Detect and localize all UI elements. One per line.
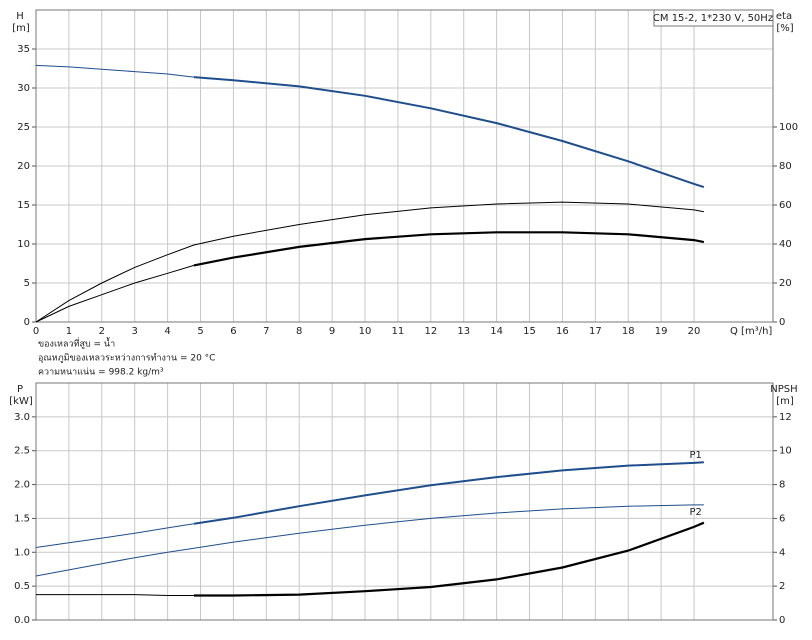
curve: [193, 231, 705, 267]
y2-tick-label: 60: [779, 200, 792, 211]
y-tick-label: 2.0: [14, 480, 30, 491]
y2-tick-label: 12: [779, 412, 792, 423]
y2-tick-label: 4: [779, 547, 785, 558]
y-unit: [kW]: [9, 396, 33, 407]
note: อุณหภูมิของเหลวระหว่างการทำงาน = 20 °C: [38, 353, 215, 364]
y-tick-label: 15: [17, 200, 30, 211]
y-label: P: [17, 384, 23, 395]
y-tick-label: 0.0: [14, 615, 30, 626]
y-tick-label: 20: [17, 161, 30, 172]
title-box: [653, 9, 774, 27]
note: ของเหลวที่สูบ = น้ำ: [38, 337, 115, 350]
x-tick-label: 6: [230, 326, 236, 337]
y2-tick-label: 20: [779, 278, 792, 289]
y-tick-label: 1.0: [14, 547, 30, 558]
x-tick-label: 19: [655, 326, 668, 337]
y2-tick-label: 10: [779, 446, 792, 457]
curve: [35, 201, 704, 323]
y2-label: NPSH: [770, 384, 797, 395]
x-tick-label: 15: [523, 326, 536, 337]
x-tick-label: 12: [424, 326, 437, 337]
y-tick-label: 3.0: [14, 412, 30, 423]
plot-frame: [35, 382, 774, 621]
x-tick-label: 7: [263, 326, 269, 337]
y2-tick-label: 8: [779, 480, 785, 491]
curve: [193, 461, 704, 525]
note: ความหนาแน่น = 998.2 kg/m³: [38, 368, 164, 378]
x-tick-label: 14: [490, 326, 503, 337]
x-tick-label: 9: [329, 326, 335, 337]
y2-tick-label: 80: [779, 161, 792, 172]
y2-tick-label: 0: [779, 317, 785, 328]
y2-unit: [m]: [776, 396, 794, 407]
x-tick-label: 13: [457, 326, 470, 337]
curve: [35, 523, 194, 548]
y-tick-label: 25: [17, 122, 30, 133]
y-tick-label: 30: [17, 83, 30, 94]
y2-tick-label: 100: [779, 122, 798, 133]
y-tick-label: 2.5: [14, 446, 30, 457]
curve: [193, 76, 705, 189]
plot-frame: [35, 9, 774, 323]
curve-label: P2: [690, 507, 702, 518]
y-tick-label: 1.5: [14, 513, 30, 524]
y2-tick-label: 2: [779, 581, 785, 592]
curve: [193, 521, 705, 597]
y-tick-label: 10: [17, 239, 30, 250]
x-tick-label: 2: [99, 326, 105, 337]
x-tick-label: 18: [622, 326, 635, 337]
curve: [36, 594, 194, 596]
y2-tick-label: 0: [779, 615, 785, 626]
y-tick-label: 0.5: [14, 581, 30, 592]
y2-unit: [%]: [776, 23, 793, 34]
curve: [35, 264, 195, 323]
x-tick-label: 10: [359, 326, 372, 337]
x-tick-label: 17: [589, 326, 602, 337]
y-tick-label: 35: [17, 44, 30, 55]
y2-tick-label: 6: [779, 513, 785, 524]
x-label: Q [m³/h]: [730, 326, 772, 337]
x-tick-label: 16: [556, 326, 569, 337]
y-label: H: [16, 11, 24, 22]
y2-tick-label: 40: [779, 239, 792, 250]
x-tick-label: 11: [392, 326, 405, 337]
x-tick-label: 8: [296, 326, 302, 337]
x-tick-label: 5: [197, 326, 203, 337]
x-tick-label: 0: [33, 326, 39, 337]
x-tick-label: 3: [132, 326, 138, 337]
chart-title: CM 15-2, 1*230 V, 50Hz: [653, 13, 773, 24]
curve: [35, 504, 704, 577]
y-unit: [m]: [12, 23, 30, 34]
x-tick-label: 4: [164, 326, 170, 337]
y-tick-label: 5: [24, 278, 30, 289]
x-tick-label: 20: [688, 326, 701, 337]
y-tick-label: 0: [24, 317, 30, 328]
x-tick-label: 1: [66, 326, 72, 337]
y2-label: eta: [776, 11, 792, 22]
curve-label: P1: [690, 450, 702, 461]
curve: [35, 64, 194, 78]
